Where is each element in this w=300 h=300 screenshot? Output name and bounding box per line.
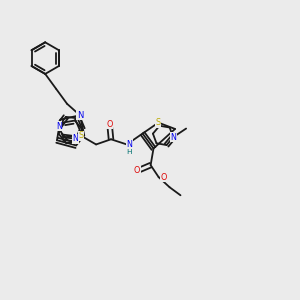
Text: O: O bbox=[106, 120, 113, 129]
Text: N: N bbox=[170, 133, 176, 142]
Text: S: S bbox=[79, 131, 84, 140]
Text: H: H bbox=[126, 149, 132, 155]
Text: N: N bbox=[126, 140, 132, 149]
Text: S: S bbox=[156, 118, 161, 127]
Text: O: O bbox=[134, 166, 140, 175]
Text: O: O bbox=[161, 173, 167, 182]
Text: N: N bbox=[56, 122, 61, 131]
Text: N: N bbox=[77, 111, 83, 120]
Text: N: N bbox=[72, 134, 78, 143]
